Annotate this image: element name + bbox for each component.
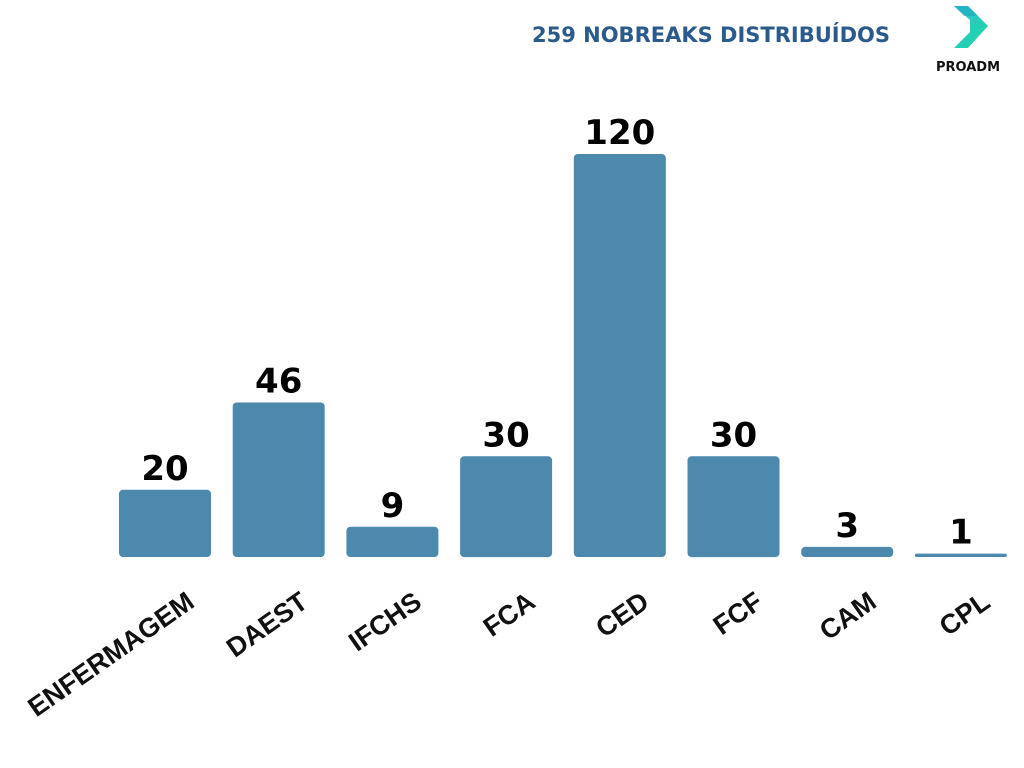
value-label-ced: 120 (584, 113, 655, 153)
brand-logo: PROADM (920, 0, 1016, 84)
bar-fca (460, 456, 553, 558)
bar-fcf (687, 456, 780, 558)
category-label-enfermagem: ENFERMAGEM (23, 586, 200, 722)
bar-ifchs (346, 526, 439, 557)
category-label-fca: FCA (478, 586, 541, 642)
category-label-fcf: FCF (708, 586, 768, 641)
logo-text: PROADM (935, 60, 1001, 75)
category-label-ifchs: IFCHS (343, 586, 427, 657)
category-label-daest: DAEST (221, 586, 314, 663)
bar-ced (573, 154, 666, 557)
value-label-enfermagem: 20 (141, 449, 188, 489)
play-chevron-icon (954, 6, 988, 48)
category-label-cpl: CPL (934, 586, 995, 642)
value-label-daest: 46 (255, 362, 302, 402)
bar-enfermagem (119, 489, 211, 557)
value-label-ifchs: 9 (381, 486, 405, 526)
chart-title: 259 NOBREAKS DISTRIBUÍDOS (531, 23, 890, 47)
value-label-cam: 3 (835, 506, 859, 546)
value-label-cpl: 1 (949, 513, 973, 553)
category-label-cam: CAM (814, 586, 882, 646)
bar-cpl (914, 553, 1007, 557)
bar-daest (232, 402, 325, 557)
value-label-fcf: 30 (710, 415, 757, 455)
value-label-fca: 30 (482, 415, 529, 455)
bar-cam (801, 546, 894, 557)
category-label-ced: CED (590, 586, 654, 643)
